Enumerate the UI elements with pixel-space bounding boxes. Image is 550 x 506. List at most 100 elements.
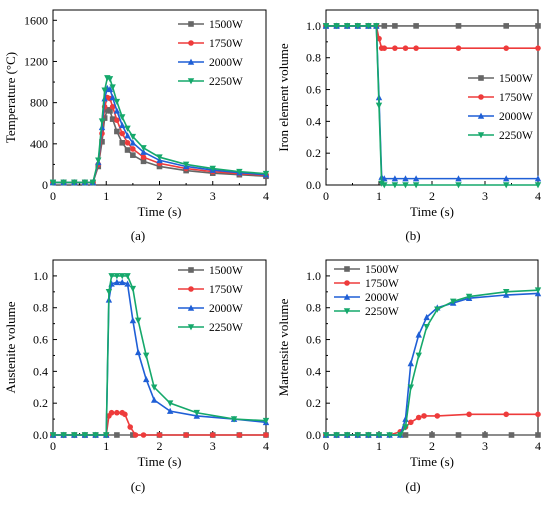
data-point: [402, 175, 409, 182]
legend: 1500W 1750W 2000W 2250W: [178, 19, 243, 88]
x-tick-label: 1: [376, 439, 382, 453]
data-point: [49, 432, 57, 439]
data-point: [375, 432, 383, 439]
legend-marker: [188, 267, 194, 273]
legend-label: 2000W: [499, 111, 533, 123]
legend-label: 1500W: [209, 265, 243, 277]
data-point: [101, 87, 108, 94]
legend-label: 1500W: [209, 19, 243, 31]
data-point: [381, 182, 388, 189]
legend-label: 2000W: [365, 292, 399, 304]
legend-marker: [343, 293, 351, 300]
data-point: [413, 45, 419, 51]
data-point: [124, 280, 131, 287]
x-tick-label: 1: [376, 189, 382, 203]
data-point: [132, 432, 139, 438]
y-tick-label: 800: [30, 96, 48, 110]
panel-label: (a): [131, 228, 145, 243]
legend-marker: [188, 21, 194, 27]
legend-marker: [477, 132, 485, 139]
y-tick-label: 0.4: [33, 364, 48, 378]
data-point: [262, 417, 270, 425]
data-point: [183, 432, 189, 438]
x-tick-label: 0: [323, 439, 329, 453]
data-point: [119, 139, 126, 146]
data-point: [124, 273, 131, 280]
data-point: [113, 98, 121, 106]
data-point: [434, 306, 441, 313]
legend-label: 1750W: [365, 278, 399, 290]
data-point: [322, 23, 330, 30]
data-point: [434, 413, 441, 419]
data-point: [236, 432, 243, 438]
x-tick-label: 4: [535, 189, 541, 203]
legend-marker: [343, 308, 351, 315]
legend-label: 2000W: [209, 57, 243, 69]
x-tick-label: 4: [263, 439, 269, 453]
data-point: [535, 23, 541, 29]
data-point: [503, 411, 510, 418]
data-point: [106, 76, 114, 83]
x-tick-label: 0: [50, 189, 56, 203]
y-tick-label: 1.0: [306, 19, 321, 33]
data-point: [375, 102, 383, 109]
data-point: [119, 121, 126, 129]
data-point: [421, 413, 427, 419]
data-point: [140, 154, 147, 161]
y-tick-label: 0.6: [33, 333, 48, 347]
data-point: [535, 432, 541, 438]
data-point: [386, 432, 393, 439]
data-point: [113, 273, 121, 280]
data-point: [81, 179, 89, 186]
series-2250W: [49, 75, 270, 186]
data-point: [156, 154, 163, 161]
y-axis-label: Martensite volume: [276, 298, 291, 396]
data-point: [129, 285, 137, 293]
y-tick-label: 0.4: [306, 114, 321, 128]
data-point: [415, 331, 422, 338]
data-point: [60, 432, 67, 439]
y-tick-label: 0.2: [306, 146, 321, 160]
series-2250W: [322, 287, 542, 439]
x-tick-label: 1: [103, 439, 109, 453]
legend-label: 1750W: [499, 92, 533, 104]
data-point: [344, 23, 351, 30]
legend-marker: [188, 286, 194, 292]
legend: 1500W 1750W 2000W 2250W: [178, 265, 243, 334]
data-point: [106, 85, 114, 93]
data-point: [423, 324, 430, 331]
y-tick-label: 0.2: [33, 396, 48, 410]
data-point: [119, 114, 126, 121]
legend-label: 2000W: [209, 303, 243, 315]
data-point: [113, 278, 121, 286]
data-point: [534, 182, 542, 189]
y-tick-label: 1.0: [33, 269, 48, 283]
data-point: [391, 182, 399, 189]
x-tick-label: 0: [323, 189, 329, 203]
y-tick-label: 0.0: [306, 428, 321, 442]
data-point: [381, 175, 388, 182]
y-tick-label: 400: [30, 137, 48, 151]
data-point: [413, 23, 419, 29]
data-point: [535, 411, 541, 418]
data-point: [397, 432, 404, 439]
data-point: [503, 23, 509, 29]
chart-panel-3: 0 1 2 3 4 0.0 0.2 0.4 0.6 0.8 1.0 Time (s) Austenite…: [3, 259, 270, 494]
legend-marker: [187, 304, 195, 311]
legend-marker: [187, 324, 195, 331]
data-point: [95, 157, 102, 164]
data-point: [114, 432, 120, 438]
data-point: [322, 432, 330, 439]
panel-label: (c): [131, 479, 145, 494]
data-point: [60, 179, 67, 186]
data-point: [119, 273, 126, 280]
y-axis-label: Austenite volume: [3, 301, 18, 393]
legend: 1500W 1750W 2000W 2250W: [468, 73, 533, 142]
data-point: [109, 84, 116, 91]
data-point: [391, 175, 399, 182]
panel-label: (d): [405, 479, 420, 494]
data-point: [140, 148, 147, 155]
chart-panel-2: 0 1 2 3 4 0.0 0.2 0.4 0.6 0.8 1.0 Time (s) Iron elem…: [276, 9, 542, 243]
data-point: [381, 45, 388, 51]
data-point: [71, 179, 78, 186]
